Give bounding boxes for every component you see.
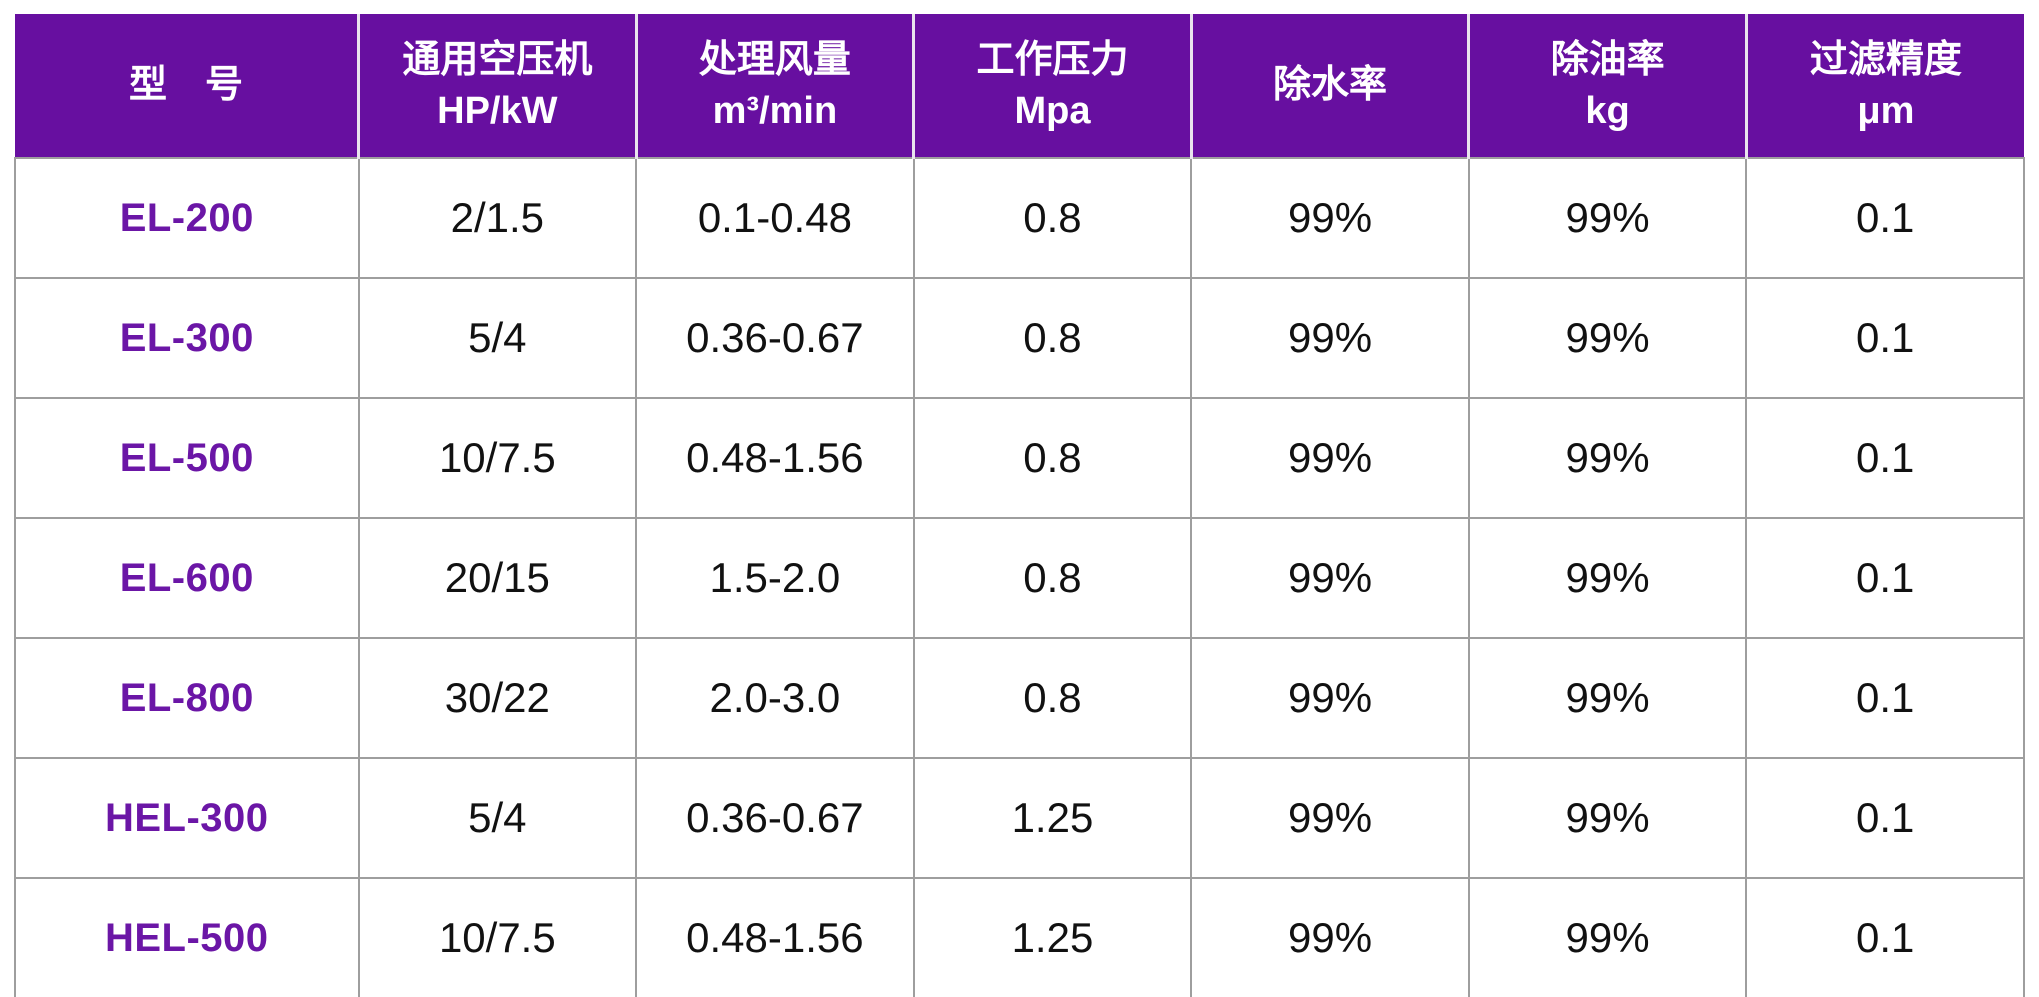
cell-flow: 0.36-0.67 (635, 277, 915, 399)
column-header-hp_kw-line2: HP/kW (437, 89, 558, 132)
column-header-hp_kw: 通用空压机 HP/kW (358, 14, 638, 158)
cell-pressure: 0.8 (912, 397, 1193, 519)
model-cell: EL-300 (14, 277, 360, 399)
cell-water: 99% (1190, 157, 1470, 279)
column-header-pressure-line1: 工作压力 (976, 39, 1129, 82)
cell-flow: 0.1-0.48 (635, 157, 915, 279)
model-cell: EL-600 (14, 517, 360, 639)
column-header-water-line1: 除水率 (1273, 64, 1388, 107)
column-header-filter-line2: μm (1857, 89, 1915, 132)
cell-pressure: 0.8 (912, 637, 1193, 759)
column-header-oil-line2: kg (1585, 89, 1630, 132)
cell-flow: 0.36-0.67 (635, 757, 915, 879)
spec-table-header: 型 号 通用空压机 HP/kW 处理风量 m³/min 工作压力 Mpa 除水率 除油率 kg 过滤… (15, 14, 2024, 158)
column-header-oil-line1: 除油率 (1550, 39, 1665, 82)
cell-hp_kw: 10/7.5 (357, 877, 638, 997)
model-cell: EL-800 (14, 637, 360, 759)
cell-hp_kw: 10/7.5 (357, 397, 638, 519)
cell-oil: 99% (1467, 757, 1748, 879)
spec-table-body: EL-200 2/1.5 0.1-0.48 0.8 99% 99% 0.1 EL-300 5/4… (14, 157, 2025, 997)
column-header-flow: 处理风量 m³/min (636, 14, 916, 158)
column-header-hp_kw-line1: 通用空压机 (402, 39, 593, 82)
cell-flow: 2.0-3.0 (635, 637, 915, 759)
cell-oil: 99% (1467, 637, 1748, 759)
cell-flow: 1.5-2.0 (635, 517, 915, 639)
cell-filter: 0.1 (1745, 157, 2025, 279)
cell-flow: 0.48-1.56 (635, 397, 915, 519)
table-row: EL-600 20/15 1.5-2.0 0.8 99% 99% 0.1 (14, 517, 2025, 639)
cell-hp_kw: 2/1.5 (357, 157, 638, 279)
column-header-flow-line1: 处理风量 (698, 39, 851, 82)
cell-filter: 0.1 (1745, 517, 2025, 639)
cell-filter: 0.1 (1745, 877, 2025, 997)
model-cell: HEL-300 (14, 757, 360, 879)
cell-hp_kw: 5/4 (357, 277, 638, 399)
cell-filter: 0.1 (1745, 637, 2025, 759)
header-row: 型 号 通用空压机 HP/kW 处理风量 m³/min 工作压力 Mpa 除水率 除油率 kg 过滤… (15, 14, 2024, 158)
cell-water: 99% (1190, 397, 1470, 519)
column-header-model: 型 号 (15, 14, 361, 158)
column-header-filter-line1: 过滤精度 (1809, 39, 1962, 82)
cell-hp_kw: 5/4 (357, 757, 638, 879)
cell-filter: 0.1 (1745, 277, 2025, 399)
cell-oil: 99% (1467, 157, 1748, 279)
cell-filter: 0.1 (1745, 757, 2025, 879)
cell-flow: 0.48-1.56 (635, 877, 915, 997)
column-header-water: 除水率 (1191, 14, 1471, 158)
cell-water: 99% (1190, 517, 1470, 639)
cell-oil: 99% (1467, 277, 1748, 399)
column-header-model-line1: 型 号 (129, 64, 244, 107)
cell-oil: 99% (1467, 397, 1748, 519)
column-header-filter: 过滤精度 μm (1746, 14, 2024, 158)
table-row: EL-300 5/4 0.36-0.67 0.8 99% 99% 0.1 (14, 277, 2025, 399)
cell-water: 99% (1190, 277, 1470, 399)
cell-pressure: 0.8 (912, 517, 1193, 639)
product-spec-table: 型 号 通用空压机 HP/kW 处理风量 m³/min 工作压力 Mpa 除水率 除油率 kg 过滤… (14, 14, 2025, 997)
column-header-oil: 除油率 kg (1468, 14, 1748, 158)
table-row: EL-500 10/7.5 0.48-1.56 0.8 99% 99% 0.1 (14, 397, 2025, 519)
cell-oil: 99% (1467, 877, 1748, 997)
column-header-pressure-line2: Mpa (1014, 89, 1091, 132)
cell-water: 99% (1190, 877, 1470, 997)
table-row: HEL-500 10/7.5 0.48-1.56 1.25 99% 99% 0.1 (14, 877, 2025, 997)
cell-hp_kw: 30/22 (357, 637, 638, 759)
cell-hp_kw: 20/15 (357, 517, 638, 639)
model-cell: EL-500 (14, 397, 360, 519)
cell-oil: 99% (1467, 517, 1748, 639)
cell-filter: 0.1 (1745, 397, 2025, 519)
table-row: EL-200 2/1.5 0.1-0.48 0.8 99% 99% 0.1 (14, 157, 2025, 279)
model-cell: EL-200 (14, 157, 360, 279)
cell-water: 99% (1190, 757, 1470, 879)
table-row: HEL-300 5/4 0.36-0.67 1.25 99% 99% 0.1 (14, 757, 2025, 879)
cell-pressure: 0.8 (912, 277, 1193, 399)
cell-pressure: 1.25 (912, 757, 1193, 879)
cell-water: 99% (1190, 637, 1470, 759)
cell-pressure: 0.8 (912, 157, 1193, 279)
column-header-pressure: 工作压力 Mpa (913, 14, 1193, 158)
cell-pressure: 1.25 (912, 877, 1193, 997)
model-cell: HEL-500 (14, 877, 360, 997)
table-row: EL-800 30/22 2.0-3.0 0.8 99% 99% 0.1 (14, 637, 2025, 759)
column-header-flow-line2: m³/min (712, 89, 838, 132)
